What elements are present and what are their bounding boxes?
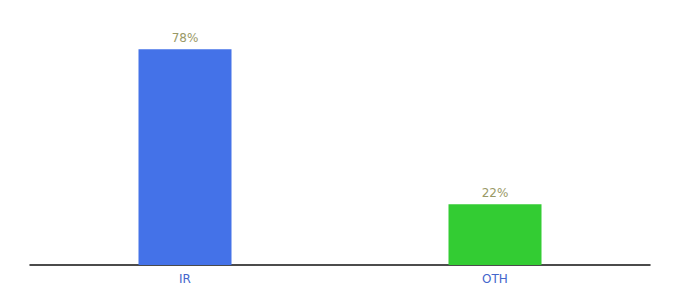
svg-text:22%: 22% xyxy=(482,186,509,200)
svg-text:IR: IR xyxy=(179,272,191,286)
svg-text:OTH: OTH xyxy=(482,272,508,286)
svg-text:78%: 78% xyxy=(172,31,199,45)
